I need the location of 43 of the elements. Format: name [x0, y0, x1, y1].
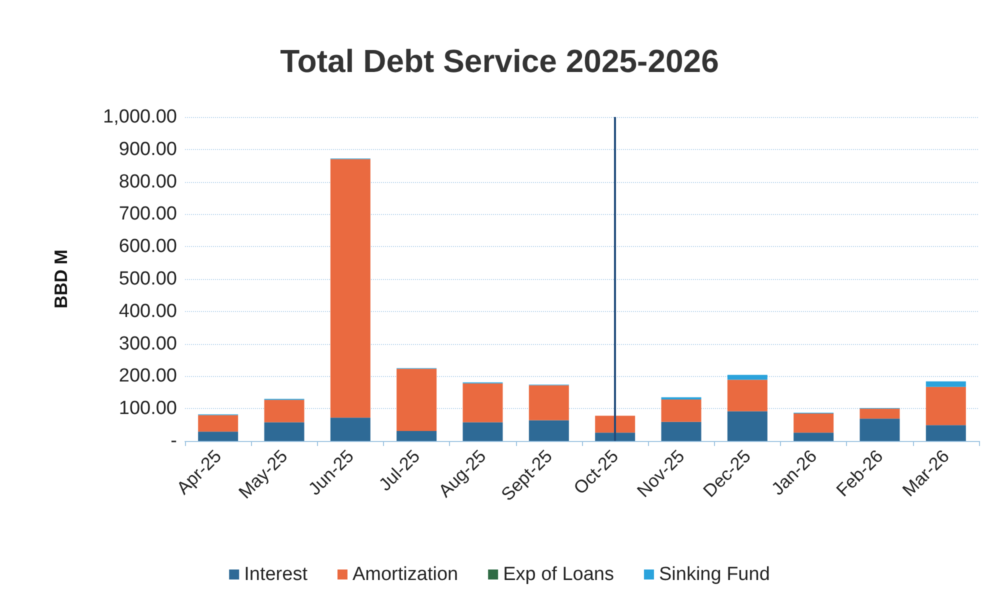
y-tick-label: 200.00: [118, 366, 177, 387]
bar: [926, 381, 966, 387]
y-tick-label: 1,000.00: [103, 106, 177, 128]
bar: [330, 418, 370, 441]
bar: [926, 386, 966, 426]
y-tick-label: 700.00: [118, 204, 177, 225]
y-axis-title: BBD M: [51, 250, 71, 308]
legend-label: Interest: [244, 564, 308, 585]
bar: [860, 408, 900, 419]
chart-title: Total Debt Service 2025-2026: [280, 43, 719, 79]
bar: [330, 159, 370, 418]
bar: [595, 416, 636, 433]
bar: [661, 422, 702, 441]
bar: [595, 432, 636, 441]
bar: [396, 368, 437, 431]
bar: [794, 432, 834, 441]
bar: [727, 411, 768, 441]
bar: [727, 380, 768, 412]
legend-label: Sinking Fund: [658, 564, 770, 585]
bar: [860, 418, 900, 441]
bar: [528, 420, 569, 441]
bar: [198, 415, 238, 432]
bar: [264, 400, 304, 422]
y-tick-label: 600.00: [118, 236, 177, 258]
bar: [396, 430, 437, 441]
y-tick-label: 900.00: [118, 138, 177, 160]
y-tick-label: 100.00: [118, 398, 177, 420]
y-tick-label: -: [170, 430, 177, 452]
bar: [462, 422, 503, 441]
y-tick-label: 400.00: [118, 300, 177, 322]
y-tick-label: 300.00: [118, 333, 177, 354]
legend-label: Amortization: [352, 564, 458, 585]
bar: [727, 374, 768, 380]
y-tick-label: 800.00: [118, 171, 177, 192]
bar: [926, 425, 966, 441]
bar: [794, 413, 834, 433]
bar: [462, 383, 503, 422]
y-tick-label: 500.00: [118, 268, 177, 290]
bar: [198, 432, 238, 441]
bar: [264, 422, 304, 441]
bar: [528, 385, 569, 420]
legend-label: Exp of Loans: [503, 564, 614, 585]
bar: [661, 400, 702, 422]
